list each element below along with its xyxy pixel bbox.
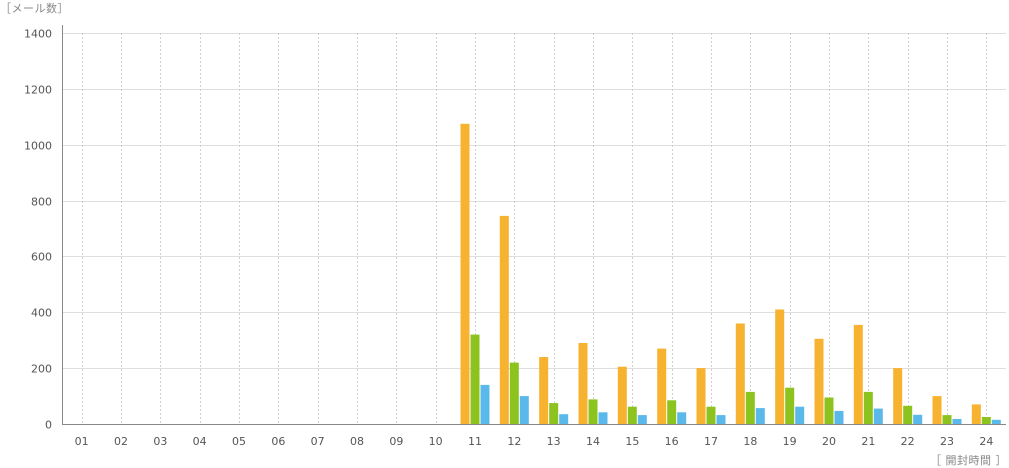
grid-lines xyxy=(62,33,1006,424)
bars xyxy=(460,123,1001,425)
x-tick-label: 05 xyxy=(232,435,246,448)
x-tick-label: 09 xyxy=(389,435,403,448)
x-tick-label: 15 xyxy=(625,435,639,448)
x-tick-label: 20 xyxy=(822,435,836,448)
x-tick-label: 02 xyxy=(114,435,128,448)
bar xyxy=(480,384,490,424)
bar xyxy=(824,397,834,424)
y-axis-label: ［メール数］ xyxy=(0,2,69,15)
x-tick-label: 01 xyxy=(75,435,89,448)
bar xyxy=(745,391,755,424)
x-tick-label: 18 xyxy=(743,435,757,448)
bar xyxy=(519,396,529,424)
x-tick-label: 16 xyxy=(665,435,679,448)
x-tick-label: 04 xyxy=(193,435,207,448)
bar xyxy=(735,323,745,424)
x-axis-label: ［ 開封時間 ］ xyxy=(930,454,1007,467)
x-tick-label: 03 xyxy=(153,435,167,448)
bar xyxy=(499,215,509,424)
y-tick-label: 1000 xyxy=(24,140,52,153)
bar xyxy=(539,357,549,424)
bar xyxy=(795,406,805,424)
bar xyxy=(598,412,608,424)
bar xyxy=(578,343,588,424)
y-tick-label: 0 xyxy=(45,419,52,432)
y-tick-label: 600 xyxy=(31,251,52,264)
x-tick-label: 12 xyxy=(507,435,521,448)
bar xyxy=(981,417,991,424)
x-tick-label: 08 xyxy=(350,435,364,448)
bar xyxy=(696,368,706,424)
x-tick-label: 06 xyxy=(271,435,285,448)
bar xyxy=(893,368,903,424)
bar xyxy=(617,366,627,424)
y-tick-label: 800 xyxy=(31,196,52,209)
x-tick-label: 19 xyxy=(783,435,797,448)
bar xyxy=(873,408,883,424)
x-tick-label: 13 xyxy=(547,435,561,448)
x-tick-label: 22 xyxy=(901,435,915,448)
bar xyxy=(785,387,795,424)
bar xyxy=(470,334,480,424)
bar xyxy=(991,419,1001,424)
bar xyxy=(637,415,647,424)
bar xyxy=(559,414,569,424)
bar xyxy=(834,410,844,424)
bar xyxy=(549,403,559,424)
bar xyxy=(814,338,824,424)
x-tick-label: 17 xyxy=(704,435,718,448)
bar xyxy=(677,412,687,424)
bar xyxy=(942,415,952,424)
bar xyxy=(657,348,667,424)
bar xyxy=(932,396,942,424)
y-tick-label: 1400 xyxy=(24,28,52,41)
bar xyxy=(863,391,873,424)
x-tick-label: 21 xyxy=(861,435,875,448)
bar xyxy=(853,324,863,424)
x-tick-label: 10 xyxy=(429,435,443,448)
y-tick-labels: 0 200 400 600 800 1000 1200 1400 xyxy=(24,28,52,432)
x-tick-label: 11 xyxy=(468,435,482,448)
y-tick-label: 400 xyxy=(31,307,52,320)
bar xyxy=(775,309,785,424)
bar xyxy=(952,419,962,424)
x-tick-label: 14 xyxy=(586,435,600,448)
bar xyxy=(706,406,716,424)
bar xyxy=(971,404,981,424)
x-tick-label: 24 xyxy=(979,435,993,448)
y-tick-label: 200 xyxy=(31,363,52,376)
bar xyxy=(588,399,598,424)
x-tick-label: 23 xyxy=(940,435,954,448)
bar xyxy=(903,405,913,424)
bar xyxy=(913,414,923,424)
bar xyxy=(509,362,519,424)
bar xyxy=(460,123,470,425)
bar xyxy=(667,400,677,424)
axes xyxy=(62,25,1006,425)
x-tick-label: 07 xyxy=(311,435,325,448)
bar xyxy=(716,415,726,424)
y-tick-label: 1200 xyxy=(24,84,52,97)
bar xyxy=(627,406,637,424)
bar xyxy=(755,408,765,424)
x-tick-labels: 01 02 03 04 05 06 07 08 09 10 11 12 13 14 15 16 17 18 19 20… xyxy=(75,435,994,448)
